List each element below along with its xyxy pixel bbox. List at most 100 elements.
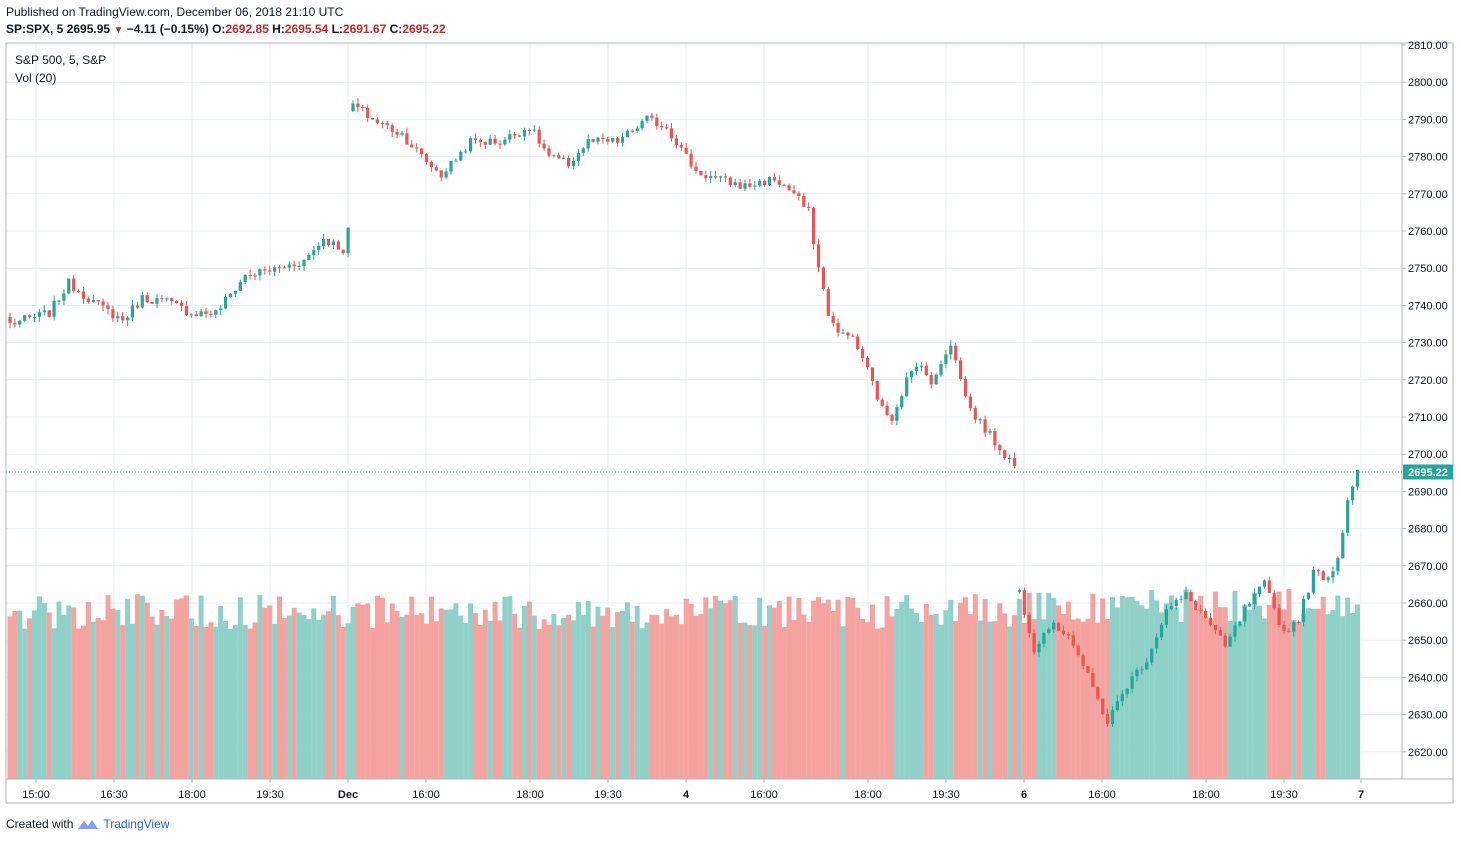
y-tick-label: 2750.00 — [1408, 263, 1448, 275]
volume-bar — [296, 612, 302, 779]
volume-bar — [894, 608, 900, 779]
candle-body — [1267, 580, 1271, 594]
volume-bar — [536, 628, 542, 779]
volume-bar — [433, 621, 439, 779]
volume-bar — [428, 596, 434, 779]
volume-bar — [458, 615, 464, 779]
candle-body — [841, 332, 845, 334]
volume-bar — [174, 599, 180, 779]
volume-bar — [1315, 609, 1321, 779]
candle-body — [699, 170, 703, 176]
volume-bar — [747, 625, 753, 779]
candle-body — [1017, 590, 1021, 593]
candle-body — [988, 431, 992, 433]
candle-body — [170, 298, 174, 301]
candle-body — [900, 396, 904, 408]
volume-bar — [301, 614, 307, 779]
candle-body — [1115, 701, 1119, 711]
candle-body — [1135, 669, 1139, 677]
candle-body — [1346, 500, 1350, 533]
candle-body — [954, 345, 958, 361]
volume-bar — [350, 607, 356, 779]
volume-bar — [409, 596, 415, 779]
candle-body — [380, 122, 384, 124]
volume-bar — [76, 628, 82, 779]
time-axis[interactable]: 15:00 16:30 18:00 19:30 Dec 16:00 18:00 19:30 4 1… — [22, 779, 1364, 801]
candle-body — [1003, 450, 1007, 459]
volume-bar — [1340, 616, 1346, 779]
candle-body — [248, 274, 252, 276]
candle-body — [385, 123, 389, 126]
candle-body — [919, 365, 923, 367]
volume-bar — [914, 613, 919, 779]
candle-body — [1223, 635, 1227, 647]
candle-body — [914, 366, 919, 372]
volume-bar — [1203, 616, 1209, 779]
candle-body — [1169, 606, 1173, 610]
volume-bar — [595, 606, 601, 779]
volume-bar — [669, 616, 674, 779]
volume-bar — [1061, 614, 1066, 779]
volume-bar — [463, 623, 469, 779]
candle-body — [1331, 571, 1335, 578]
volume-bar — [237, 597, 243, 779]
published-line: Published on TradingView.com, December 0… — [6, 5, 344, 19]
candle-body — [184, 306, 188, 315]
volume-bar — [1330, 610, 1336, 779]
volume-bar — [845, 596, 851, 779]
volume-bar — [286, 615, 292, 779]
candle-body — [194, 314, 198, 317]
candle-body — [375, 119, 380, 123]
volume-bar — [100, 620, 106, 779]
volume-bar — [71, 607, 77, 779]
open-value: 2692.85 — [225, 22, 269, 36]
candle-body — [821, 267, 825, 290]
price-axis[interactable]: 2810.00 2800.00 2790.00 2780.00 2770.00 2760.… — [1402, 40, 1448, 759]
footer-brand[interactable]: TradingView — [103, 817, 170, 831]
volume-bar — [879, 627, 885, 779]
y-tick-label: 2700.00 — [1408, 449, 1448, 461]
candle-body — [630, 130, 634, 132]
volume-bar — [375, 595, 380, 779]
candle-body — [763, 180, 767, 186]
volume-bar — [311, 608, 317, 779]
volume-bar — [1232, 590, 1238, 779]
candle-body — [1091, 672, 1095, 687]
volume-bar — [56, 601, 62, 779]
volume-bar — [522, 605, 527, 779]
candle-body — [640, 120, 644, 129]
volume-bar — [708, 608, 714, 779]
volume-bar — [904, 595, 910, 779]
x-tick-label: 16:00 — [1088, 789, 1116, 801]
volume-bar — [1159, 612, 1164, 779]
volume-bar — [1051, 598, 1057, 779]
candle-body — [567, 157, 571, 167]
volume-bar — [272, 623, 278, 779]
volume-bar — [977, 620, 983, 779]
volume-bar — [1222, 607, 1228, 779]
volume-bar — [811, 600, 817, 779]
volume-bar — [1266, 604, 1272, 779]
x-tick-label: 15:00 — [22, 789, 50, 801]
volume-bar — [776, 601, 782, 779]
change-value: −4.11 (−0.15%) — [126, 22, 209, 36]
candle-body — [1012, 458, 1017, 466]
volume-bar — [1217, 607, 1223, 779]
candle-body — [395, 131, 399, 135]
volume-bar — [482, 609, 488, 779]
volume-bar — [144, 602, 150, 779]
candle-body — [336, 241, 340, 250]
candle-body — [1204, 610, 1208, 618]
candle-body — [890, 414, 894, 421]
volume-bar — [321, 614, 327, 779]
volume-bar — [1144, 608, 1150, 779]
volume-bar — [218, 605, 224, 779]
volume-bar — [370, 628, 376, 779]
candle-body — [199, 311, 203, 317]
volume-bar — [649, 614, 655, 779]
candle-body — [522, 130, 527, 137]
candle-body — [106, 305, 110, 310]
y-tick-label: 2690.00 — [1408, 486, 1448, 498]
candle-body — [532, 129, 536, 131]
